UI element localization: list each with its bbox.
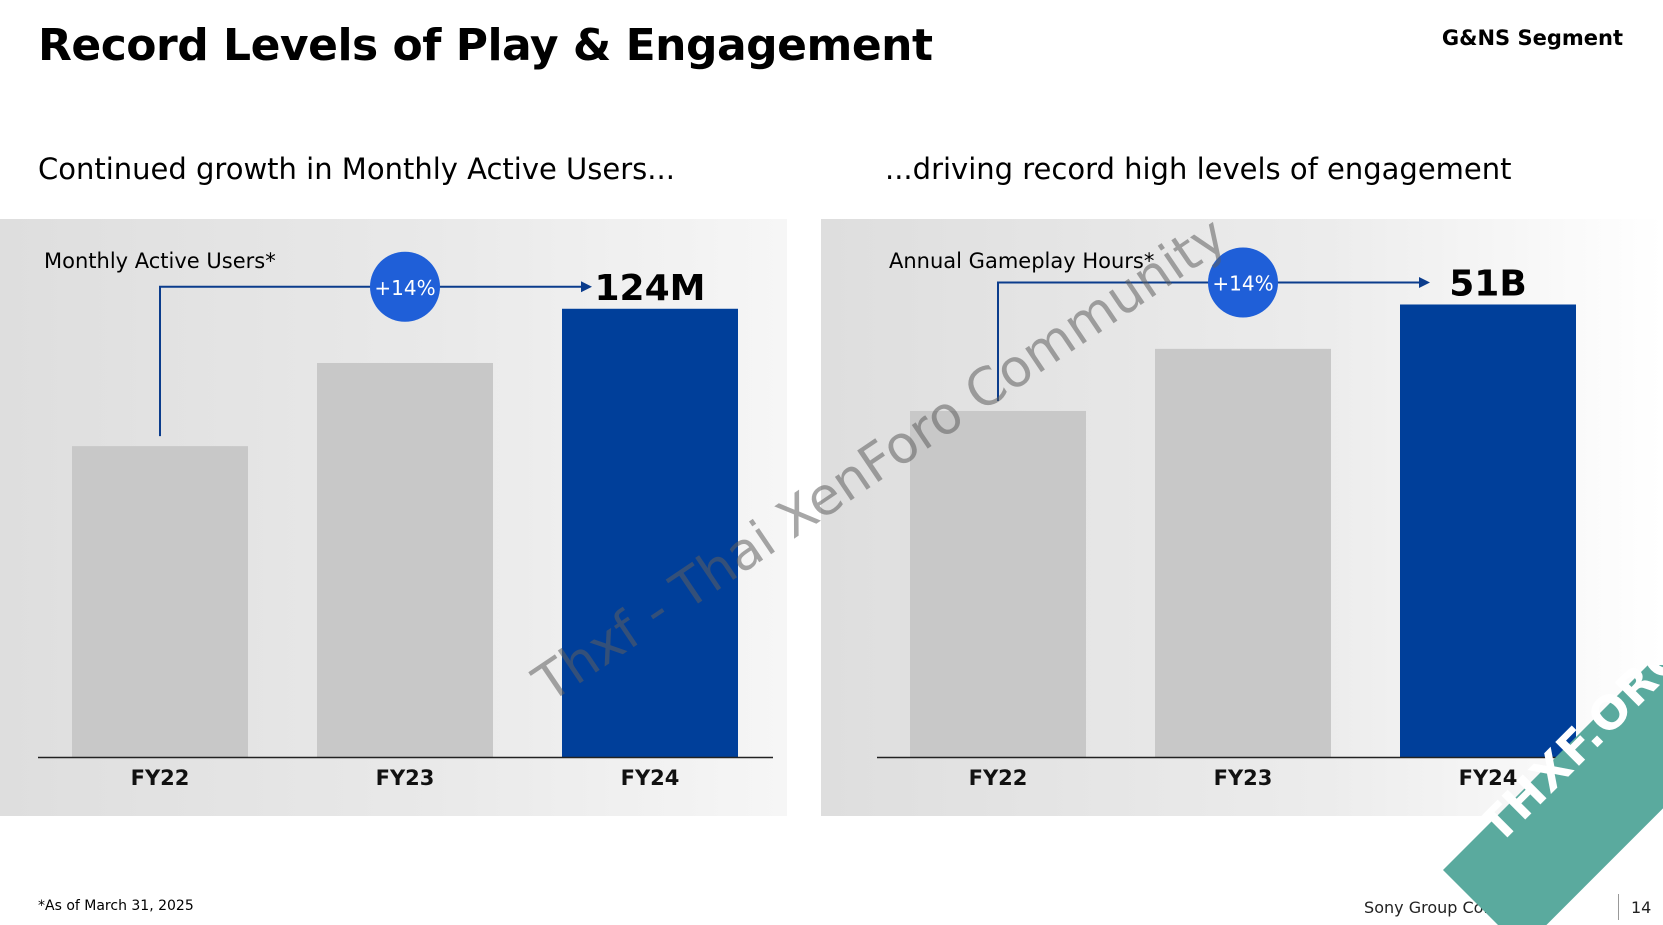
growth-badge xyxy=(1208,247,1278,318)
right-subhead: ...driving record high levels of engagem… xyxy=(885,152,1512,186)
x-tick-label: FY22 xyxy=(969,766,1028,790)
page-title: Record Levels of Play & Engagement xyxy=(38,20,933,71)
growth-badge-label: +14% xyxy=(1212,271,1273,295)
x-tick-label: FY23 xyxy=(1214,766,1273,790)
segment-label: G&NS Segment xyxy=(1441,26,1623,50)
company-name: Sony Group Corporation xyxy=(1364,898,1557,917)
x-tick-label: FY22 xyxy=(131,766,190,790)
growth-connector-line xyxy=(159,285,582,437)
bar-fy23 xyxy=(1155,348,1331,757)
bar-fy24 xyxy=(1400,304,1576,757)
growth-arrowhead xyxy=(581,281,592,293)
x-tick-label: FY24 xyxy=(621,766,680,790)
growth-badge-label: +14% xyxy=(374,276,435,300)
mau-bar-chart: FY22 FY23 FY24 124M +14% xyxy=(38,251,773,790)
left-subhead: Continued growth in Monthly Active Users… xyxy=(38,152,675,186)
growth-connector-line xyxy=(997,281,1420,401)
bar-fy23 xyxy=(317,362,493,757)
growth-badge xyxy=(370,251,440,322)
x-tick-label: FY23 xyxy=(376,766,435,790)
page-number: 14 xyxy=(1631,898,1652,917)
bar-fy22 xyxy=(72,446,248,757)
footer-divider xyxy=(1618,894,1619,920)
mau-chart-panel: Monthly Active Users* FY22 FY23 FY24 124M +1… xyxy=(0,219,787,816)
footnote: *As of March 31, 2025 xyxy=(38,898,194,914)
x-tick-label: FY24 xyxy=(1459,766,1518,790)
gameplay-chart-title: Annual Gameplay Hours* xyxy=(889,249,1155,273)
gameplay-chart-panel: Annual Gameplay Hours* FY22 FY23 FY24 51B +1… xyxy=(821,219,1663,816)
growth-arrowhead xyxy=(1419,276,1430,288)
data-label: 51B xyxy=(1449,263,1527,304)
data-label: 124M xyxy=(595,268,706,309)
bar-fy22 xyxy=(910,410,1086,757)
bar-fy24 xyxy=(562,308,738,757)
gameplay-bar-chart: FY22 FY23 FY24 51B +14% xyxy=(877,247,1576,790)
mau-chart-title: Monthly Active Users* xyxy=(44,249,276,273)
